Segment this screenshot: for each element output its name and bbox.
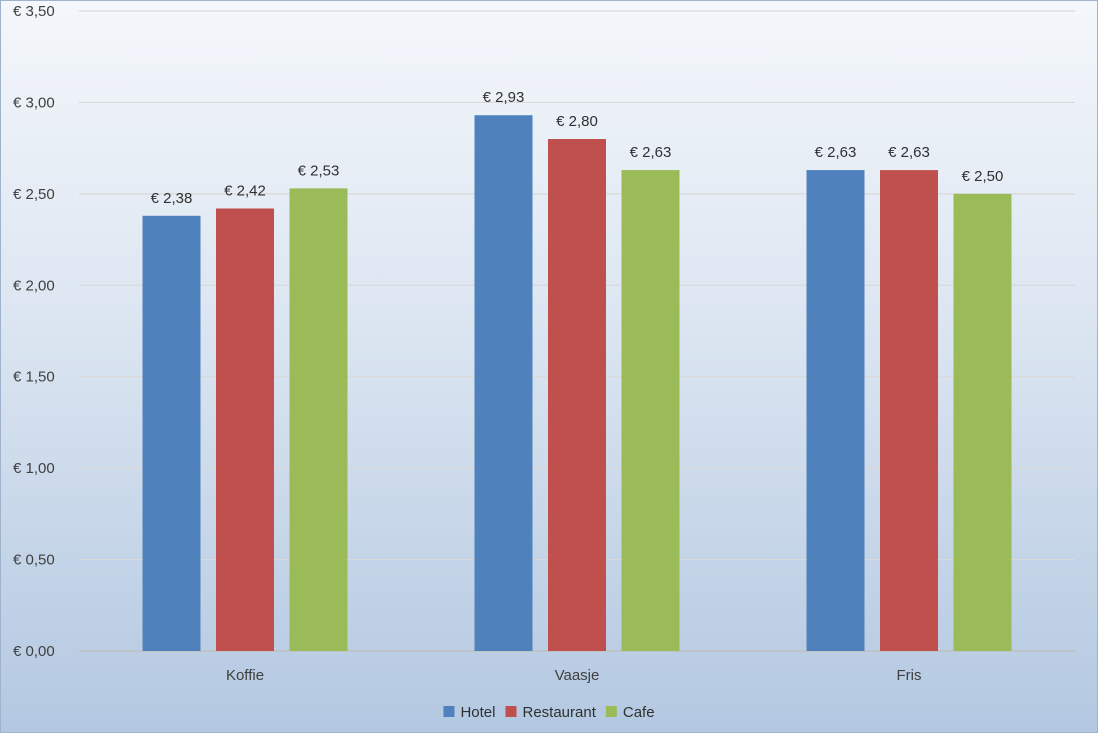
bar-restaurant-fris bbox=[880, 170, 938, 652]
bar-hotel-koffie bbox=[142, 215, 201, 652]
bar-cafe-fris bbox=[953, 193, 1012, 651]
data-label: € 2,80 bbox=[556, 113, 598, 130]
bar-restaurant-koffie bbox=[216, 208, 274, 651]
x-tick-label: Fris bbox=[897, 667, 922, 684]
legend-swatch-restaurant bbox=[505, 706, 517, 717]
data-label: € 2,42 bbox=[224, 182, 266, 199]
bar-restaurant-vaasje bbox=[548, 139, 606, 651]
legend-label-restaurant: Restaurant bbox=[522, 704, 596, 721]
y-tick-label: € 0,50 bbox=[13, 552, 55, 569]
x-tick-label: Vaasje bbox=[555, 667, 600, 684]
y-tick-label: € 3,50 bbox=[13, 3, 55, 20]
bar-hotel-fris bbox=[806, 170, 865, 652]
data-label: € 2,38 bbox=[151, 190, 193, 207]
legend-swatch-cafe bbox=[605, 706, 617, 717]
y-tick-label: € 1,50 bbox=[13, 369, 55, 386]
y-tick-label: € 0,00 bbox=[13, 643, 55, 660]
data-label: € 2,63 bbox=[630, 144, 672, 161]
data-label: € 2,53 bbox=[298, 162, 340, 179]
bar-cafe-koffie bbox=[289, 188, 348, 651]
legend-label-hotel: Hotel bbox=[460, 704, 495, 721]
y-tick-label: € 1,00 bbox=[13, 460, 55, 477]
data-label: € 2,63 bbox=[815, 144, 857, 161]
legend-swatch-hotel bbox=[443, 706, 455, 717]
legend-label-cafe: Cafe bbox=[623, 704, 655, 721]
data-label: € 2,63 bbox=[888, 144, 930, 161]
bar-cafe-vaasje bbox=[621, 170, 680, 652]
x-tick-label: Koffie bbox=[226, 667, 264, 684]
bar-hotel-vaasje bbox=[474, 115, 533, 651]
y-tick-label: € 3,00 bbox=[13, 94, 55, 111]
y-tick-label: € 2,50 bbox=[13, 186, 55, 203]
data-label: € 2,93 bbox=[483, 89, 525, 106]
y-tick-label: € 2,00 bbox=[13, 277, 55, 294]
data-label: € 2,50 bbox=[962, 168, 1004, 185]
